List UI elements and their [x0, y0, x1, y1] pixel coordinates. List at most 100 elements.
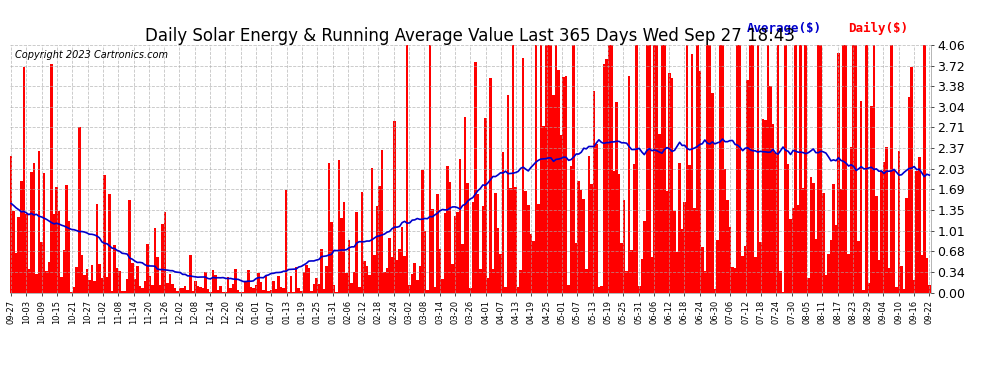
- Bar: [131, 263, 134, 292]
- Bar: [817, 45, 820, 292]
- Bar: [375, 206, 378, 292]
- Bar: [161, 224, 163, 292]
- Bar: [230, 288, 232, 292]
- Bar: [328, 163, 331, 292]
- Bar: [608, 45, 610, 292]
- Bar: [590, 184, 593, 292]
- Bar: [365, 266, 368, 292]
- Bar: [554, 45, 557, 292]
- Bar: [343, 202, 346, 292]
- Bar: [48, 262, 50, 292]
- Bar: [857, 242, 860, 292]
- Bar: [245, 282, 248, 292]
- Bar: [751, 45, 754, 292]
- Bar: [25, 213, 28, 292]
- Bar: [308, 268, 310, 292]
- Bar: [91, 265, 93, 292]
- Bar: [282, 288, 285, 292]
- Bar: [903, 289, 906, 292]
- Bar: [383, 272, 386, 292]
- Bar: [106, 277, 108, 292]
- Bar: [459, 159, 461, 292]
- Bar: [68, 221, 70, 292]
- Bar: [186, 290, 189, 292]
- Bar: [202, 288, 204, 292]
- Bar: [673, 211, 676, 292]
- Bar: [872, 45, 875, 292]
- Bar: [580, 190, 582, 292]
- Bar: [714, 289, 716, 292]
- Bar: [416, 280, 419, 292]
- Bar: [678, 163, 681, 292]
- Bar: [719, 45, 722, 292]
- Bar: [522, 58, 525, 292]
- Bar: [73, 287, 75, 292]
- Bar: [527, 205, 530, 292]
- Bar: [119, 272, 121, 292]
- Bar: [325, 266, 328, 292]
- Bar: [577, 181, 580, 292]
- Bar: [401, 227, 403, 292]
- Bar: [388, 238, 391, 292]
- Bar: [908, 97, 911, 292]
- Bar: [272, 281, 275, 292]
- Bar: [658, 134, 660, 292]
- Bar: [638, 286, 641, 292]
- Bar: [618, 174, 621, 292]
- Bar: [257, 273, 259, 292]
- Bar: [85, 269, 88, 292]
- Bar: [644, 221, 645, 292]
- Bar: [844, 45, 847, 292]
- Bar: [540, 45, 543, 292]
- Bar: [686, 45, 688, 292]
- Bar: [746, 80, 749, 292]
- Bar: [65, 185, 68, 292]
- Bar: [766, 45, 769, 292]
- Bar: [368, 275, 370, 292]
- Bar: [147, 244, 148, 292]
- Bar: [267, 291, 269, 292]
- Bar: [749, 45, 751, 292]
- Bar: [451, 264, 453, 292]
- Bar: [33, 164, 35, 292]
- Text: Average($): Average($): [746, 22, 822, 35]
- Bar: [43, 172, 46, 292]
- Bar: [141, 288, 144, 292]
- Bar: [494, 194, 497, 292]
- Bar: [98, 264, 101, 292]
- Bar: [169, 274, 171, 292]
- Bar: [502, 152, 504, 292]
- Bar: [739, 45, 742, 292]
- Bar: [476, 194, 479, 292]
- Bar: [23, 68, 25, 292]
- Bar: [668, 73, 671, 292]
- Bar: [603, 64, 605, 292]
- Bar: [15, 253, 18, 292]
- Bar: [777, 45, 779, 292]
- Bar: [761, 118, 764, 292]
- Bar: [862, 290, 865, 292]
- Bar: [63, 250, 65, 292]
- Bar: [701, 248, 704, 292]
- Bar: [911, 67, 913, 292]
- Bar: [269, 290, 272, 292]
- Bar: [28, 269, 30, 292]
- Bar: [355, 212, 358, 292]
- Bar: [333, 285, 336, 292]
- Bar: [595, 144, 598, 292]
- Bar: [148, 276, 151, 292]
- Bar: [310, 291, 313, 292]
- Bar: [444, 213, 446, 292]
- Bar: [709, 45, 711, 292]
- Bar: [671, 78, 673, 292]
- Bar: [676, 252, 678, 292]
- Bar: [665, 190, 668, 292]
- Bar: [320, 249, 323, 292]
- Bar: [300, 291, 303, 292]
- Bar: [471, 202, 474, 292]
- Bar: [789, 219, 792, 292]
- Bar: [895, 287, 898, 292]
- Bar: [499, 255, 502, 292]
- Bar: [807, 279, 810, 292]
- Bar: [913, 280, 916, 292]
